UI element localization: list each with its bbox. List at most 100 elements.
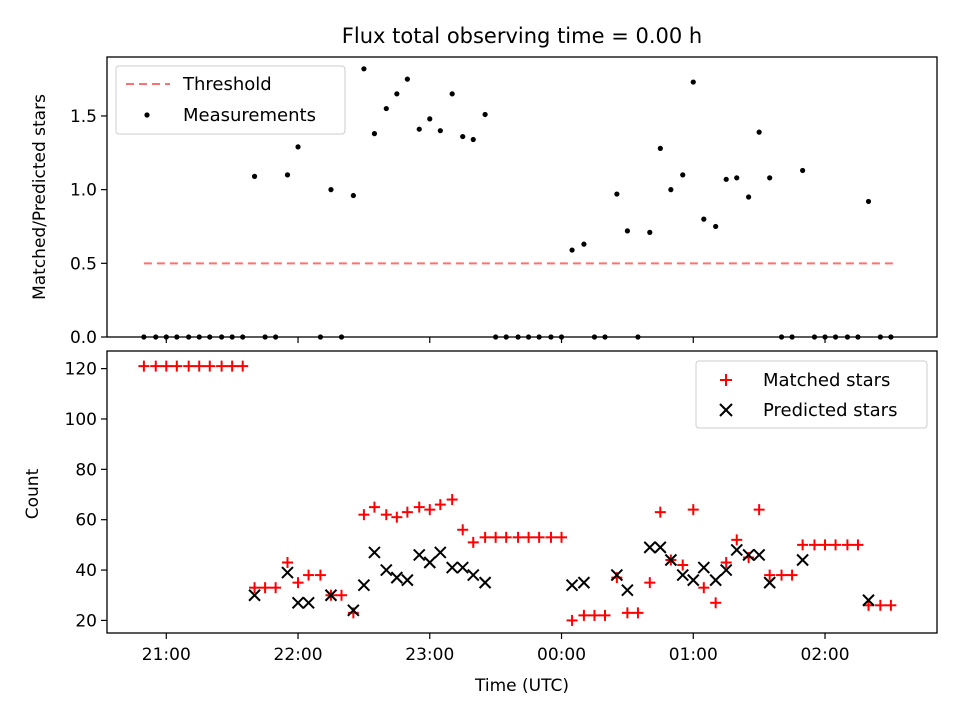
predicted-star-point (643, 541, 657, 554)
predicted-star-point (763, 576, 776, 589)
chart-title: Flux total observing time = 0.00 h (342, 24, 702, 48)
predicted-star-point (347, 604, 360, 617)
predicted-star-point (730, 543, 743, 557)
matched-star-point (720, 557, 732, 568)
measurement-point (668, 187, 674, 193)
matched-star-point (479, 531, 491, 543)
matched-star-point (776, 569, 788, 581)
predicted-star-point (291, 596, 305, 609)
measurement-point (449, 91, 455, 97)
measurement-point (328, 187, 334, 193)
measurement-point (284, 172, 291, 178)
measurement-point (647, 229, 653, 235)
measurement-point (767, 175, 773, 181)
predicted-star-point (709, 573, 722, 587)
matched-star-point (314, 569, 326, 581)
top-y-tick-label: 0.5 (70, 254, 97, 274)
matched-star-point (336, 589, 348, 601)
matched-star-point (401, 506, 413, 518)
matched-star-point (677, 559, 689, 571)
bottom-x-ticks: 21:00 22:00 23:00 00:00 01:00 02:00 (142, 633, 850, 665)
matched-star-point (183, 360, 195, 372)
measurement-point (701, 216, 707, 222)
matched-star-point (566, 614, 578, 626)
matched-star-point (808, 539, 820, 551)
matched-star-point (424, 504, 436, 516)
measurement-point (581, 241, 587, 247)
predicted-star-point (664, 553, 678, 567)
predicted-star-point (413, 548, 426, 562)
measurement-point (482, 111, 488, 118)
bottom-x-tick-label: 01:00 (669, 645, 718, 665)
matched-star-point (786, 569, 798, 581)
matched-star-point (578, 609, 590, 621)
matched-star-point (380, 509, 392, 521)
measurement-point (394, 91, 400, 97)
matched-star-point (171, 360, 183, 372)
top-plot-area (141, 66, 898, 340)
bottom-x-tick-label: 21:00 (142, 645, 191, 665)
measurement-point (251, 173, 258, 179)
matched-star-point (512, 531, 524, 543)
matched-star-point (281, 557, 293, 568)
legend-matched-swatch (720, 374, 732, 386)
measurement-point (470, 136, 476, 143)
measurement-point (371, 131, 378, 137)
matched-star-point (797, 539, 809, 551)
matched-star-point (753, 504, 765, 516)
predicted-star-point (478, 576, 492, 589)
predicted-star-point (302, 596, 315, 609)
measurement-point (350, 192, 356, 199)
matched-star-point (545, 531, 557, 543)
matched-star-point (249, 582, 261, 594)
matched-star-point (599, 609, 611, 621)
matched-star-point (852, 539, 864, 551)
predicted-star-point (565, 578, 579, 592)
bottom-x-tick-label: 02:00 (801, 645, 850, 665)
matched-star-point (687, 504, 699, 516)
measurement-point (723, 176, 729, 182)
matched-star-point (533, 531, 545, 543)
bottom-y-tick-label: 40 (75, 561, 97, 581)
legend-matched-label: Matched stars (763, 370, 890, 391)
predicted-star-point (752, 548, 766, 562)
matched-star-point (654, 506, 666, 518)
y-axis-label-ratio: Matched/Predicted stars (30, 94, 50, 300)
predicted-star-point (742, 548, 755, 562)
bottom-legend: Matched stars Predicted stars (695, 360, 928, 429)
measurement-point (614, 191, 620, 197)
legend-predicted-label: Predicted stars (763, 400, 897, 421)
measurement-point (383, 105, 389, 112)
matched-star-point (204, 360, 216, 372)
legend-predicted-swatch (719, 403, 733, 417)
matched-star-point (226, 360, 238, 372)
x-axis-label-time: Time (UTC) (474, 676, 569, 696)
bottom-x-tick-label: 23:00 (405, 645, 454, 665)
measurement-point (295, 144, 301, 150)
bottom-axes-frame (106, 350, 938, 634)
measurement-point (416, 126, 422, 132)
top-legend: Threshold Measurements (115, 65, 346, 135)
predicted-star-point (676, 568, 689, 582)
measurement-point (624, 228, 630, 234)
matched-star-point (193, 360, 205, 372)
matched-star-point (764, 569, 776, 581)
predicted-star-point (248, 589, 261, 602)
measurement-point (746, 194, 752, 200)
predicted-star-point (467, 568, 480, 582)
measurement-point (437, 128, 443, 134)
measurement-point (460, 133, 466, 140)
matched-star-point (391, 511, 403, 523)
top-legend-box (115, 65, 346, 135)
matched-star-point (644, 577, 656, 589)
top-axes-frame (106, 56, 938, 338)
bottom-x-tick-label: 00:00 (537, 645, 586, 665)
measurement-point (427, 116, 433, 122)
predicted-star-point (456, 561, 469, 574)
matched-star-point (885, 599, 897, 611)
matched-star-point (358, 509, 370, 521)
bottom-y-tick-label: 120 (65, 360, 97, 380)
predicted-star-point (862, 594, 875, 607)
matched-star-point (413, 501, 425, 513)
